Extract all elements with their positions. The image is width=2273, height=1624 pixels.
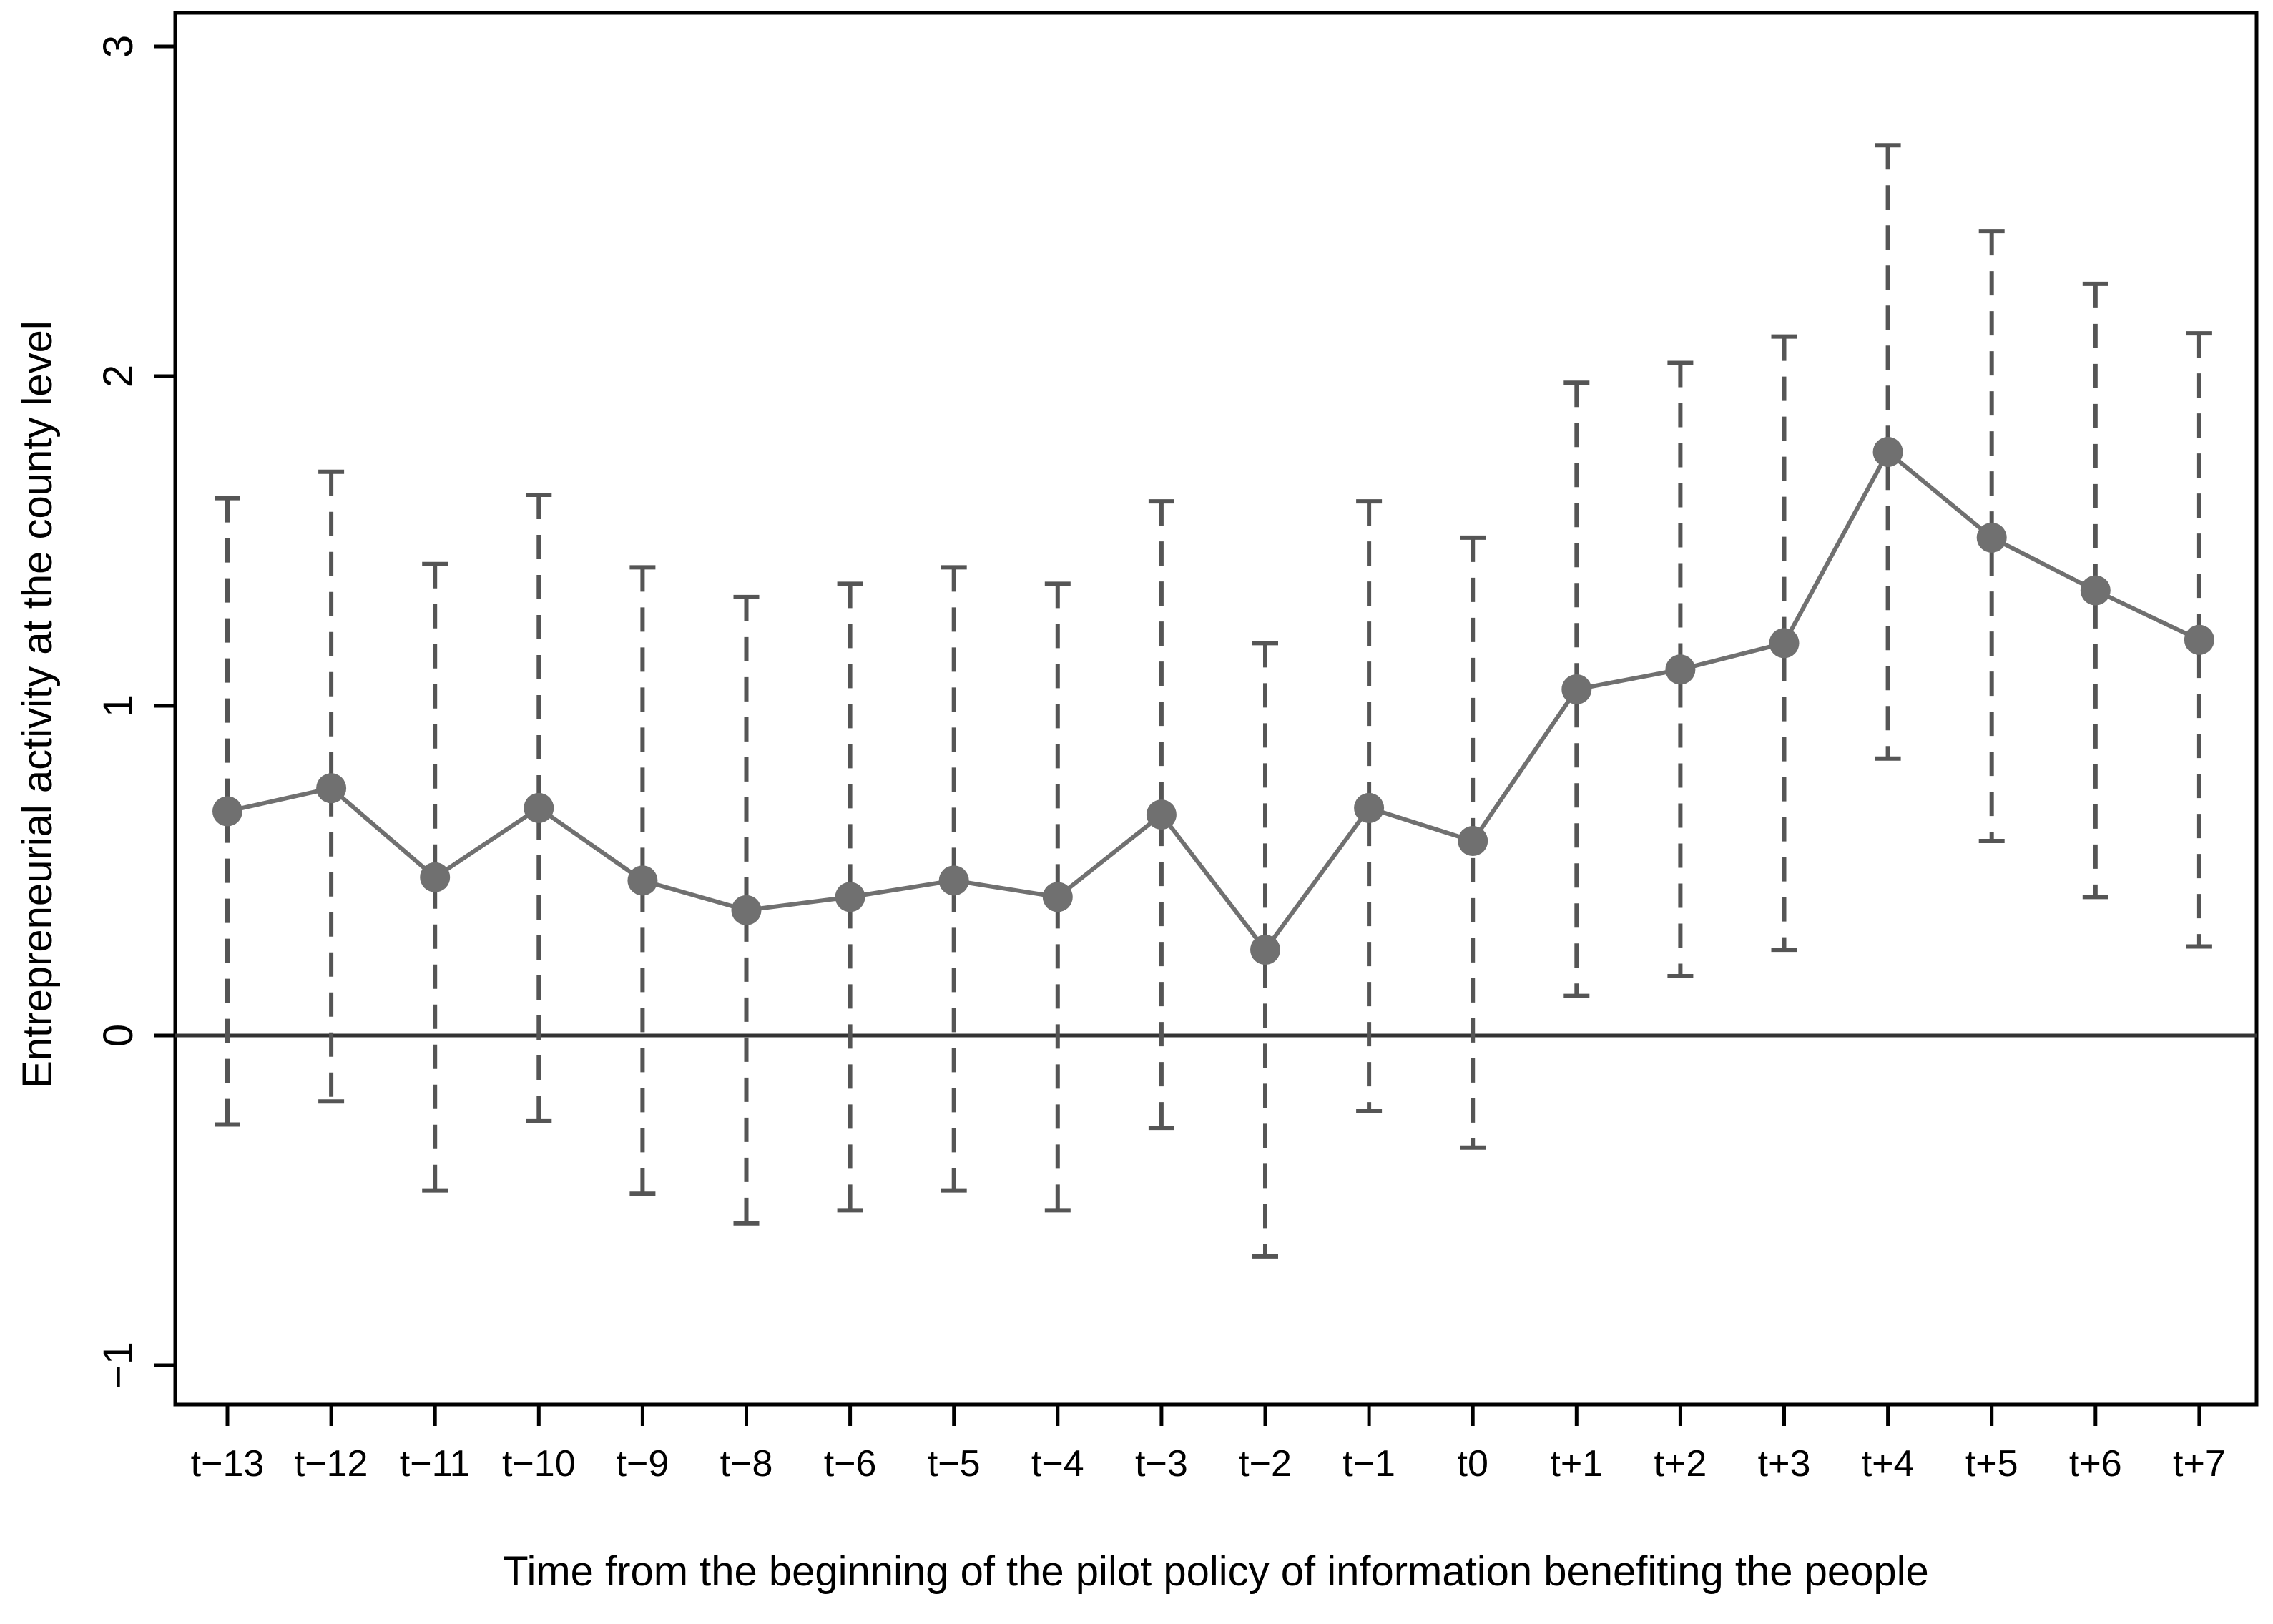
data-point [835, 882, 865, 912]
y-tick-label: 3 [95, 35, 142, 58]
y-tick-label: −1 [95, 1342, 142, 1389]
x-tick-label: t+1 [1550, 1443, 1603, 1485]
x-tick-label: t−3 [1135, 1443, 1188, 1485]
data-point [1561, 674, 1592, 704]
data-point [731, 895, 762, 925]
data-point [1769, 628, 1800, 659]
data-point [316, 773, 347, 804]
plot-frame [173, 11, 2259, 1407]
x-tick-label: t−11 [400, 1443, 471, 1485]
x-tick-label: t+2 [1654, 1443, 1707, 1485]
data-point [524, 792, 554, 823]
estimate-line [227, 448, 2201, 954]
x-tick-label: t−1 [1342, 1443, 1395, 1485]
data-point [1458, 826, 1488, 857]
x-tick-label: t+4 [1862, 1443, 1915, 1485]
confidence-intervals [215, 143, 2212, 1259]
x-tick-label: t−12 [295, 1443, 368, 1485]
x-tick-label: t−2 [1239, 1443, 1292, 1485]
data-point [938, 865, 969, 896]
data-point [420, 862, 451, 892]
x-axis: t−13 t−12 t−11 t−10 t−9 t−8 t−6 t−5 t−4 t−3 t−2 t−1… [191, 1404, 2226, 1485]
data-point [627, 865, 658, 896]
data-point [2080, 575, 2111, 606]
x-tick-label: t−6 [824, 1443, 877, 1485]
x-tick-label: t−10 [502, 1443, 576, 1485]
x-tick-label: t+3 [1758, 1443, 1811, 1485]
y-tick-label: 2 [95, 365, 142, 388]
y-tick-label: 0 [95, 1024, 142, 1047]
data-point [1665, 654, 1696, 685]
x-tick-label: t−4 [1031, 1443, 1084, 1485]
x-tick-label: t+5 [1965, 1443, 2018, 1485]
data-point [1976, 522, 2007, 553]
y-tick-label: 1 [95, 694, 142, 717]
data-point [2184, 624, 2214, 655]
data-point [1354, 792, 1385, 823]
data-point [1042, 882, 1073, 912]
estimate-points [212, 437, 2214, 965]
y-axis-title: Entrepreneurial activity at the county l… [14, 320, 61, 1088]
plot-area-border [173, 11, 2259, 1407]
x-tick-label: t−8 [720, 1443, 773, 1485]
x-tick-label: t+7 [2173, 1443, 2226, 1485]
y-axis: −1 0 1 2 3 [95, 35, 175, 1389]
x-tick-label: t−9 [617, 1443, 669, 1485]
data-point [212, 796, 242, 827]
data-point [1250, 935, 1280, 965]
x-tick-label: t+6 [2069, 1443, 2122, 1485]
x-axis-title: Time from the beginning of the pilot pol… [503, 1548, 1929, 1595]
x-tick-label: t−5 [928, 1443, 981, 1485]
x-tick-label: t−13 [191, 1443, 265, 1485]
x-tick-label: t0 [1458, 1443, 1488, 1485]
data-point [1872, 437, 1903, 468]
data-point [1146, 799, 1177, 830]
